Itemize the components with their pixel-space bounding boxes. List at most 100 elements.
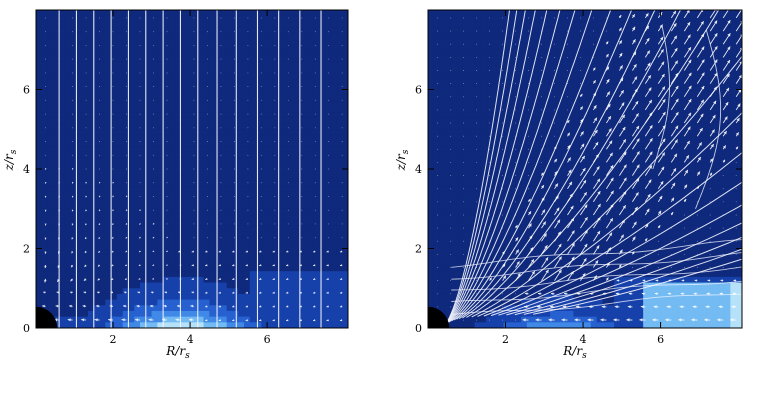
density-cell	[261, 203, 268, 210]
density-cell	[313, 38, 320, 45]
density-cell	[330, 72, 338, 79]
density-cell	[122, 288, 130, 295]
density-cell	[468, 146, 476, 153]
density-cell	[290, 203, 297, 210]
density-cell	[261, 220, 268, 227]
density-cell	[53, 38, 60, 45]
velocity-arrow	[72, 127, 74, 129]
density-cell	[290, 10, 297, 17]
density-cell	[480, 231, 487, 238]
density-cell	[116, 27, 124, 34]
density-cell	[128, 66, 135, 74]
density-cell	[532, 169, 540, 176]
density-cell	[290, 117, 297, 125]
density-cell	[122, 191, 130, 198]
density-cell	[186, 55, 193, 62]
density-cell	[550, 310, 557, 318]
density-cell	[163, 220, 170, 227]
density-cell	[226, 55, 234, 62]
density-cell	[462, 134, 470, 142]
density-cell	[550, 191, 557, 198]
velocity-arrow	[328, 17, 330, 19]
velocity-arrow	[328, 86, 330, 88]
density-cell	[244, 129, 251, 136]
density-cell	[555, 259, 563, 267]
density-cell	[457, 231, 464, 238]
density-cell	[290, 305, 297, 312]
density-cell	[111, 44, 118, 51]
density-cell	[445, 169, 452, 176]
density-cell	[526, 66, 534, 74]
velocity-arrow	[153, 168, 154, 170]
density-cell	[439, 95, 447, 102]
density-cell	[122, 49, 130, 57]
velocity-arrow	[206, 237, 208, 239]
density-cell	[249, 259, 257, 267]
density-cell	[41, 44, 49, 51]
density-cell	[232, 276, 239, 284]
velocity-arrow	[179, 182, 181, 184]
velocity-arrow	[341, 99, 343, 101]
density-cell	[168, 106, 176, 113]
velocity-arrow	[314, 196, 316, 197]
density-cell	[41, 78, 49, 85]
density-cell	[59, 146, 66, 153]
velocity-arrow	[233, 99, 235, 101]
density-cell	[220, 237, 228, 244]
density-cell	[457, 112, 464, 119]
density-cell	[111, 38, 118, 45]
density-cell	[192, 10, 199, 17]
density-cell	[244, 254, 251, 261]
density-cell	[468, 21, 476, 28]
density-cell	[290, 151, 297, 159]
density-cell	[486, 27, 493, 34]
velocity-arrow	[299, 250, 302, 253]
density-cell	[261, 95, 268, 102]
density-cell	[47, 225, 54, 233]
density-cell	[521, 305, 528, 312]
density-cell	[336, 254, 343, 261]
density-cell	[503, 151, 510, 159]
density-cell	[290, 15, 297, 22]
density-cell	[307, 44, 314, 51]
density-cell	[192, 259, 199, 267]
density-cell	[186, 10, 193, 17]
density-cell	[503, 214, 510, 221]
density-cell	[468, 112, 476, 119]
density-cell	[203, 282, 210, 289]
density-cell	[151, 112, 158, 119]
density-cell	[313, 180, 320, 187]
density-cell	[203, 112, 210, 119]
density-cell	[342, 271, 348, 278]
density-cell	[128, 288, 135, 295]
density-cell	[134, 83, 141, 91]
velocity-arrow	[260, 209, 262, 211]
density-cell	[157, 55, 164, 62]
density-cell	[93, 305, 101, 312]
density-cell	[180, 38, 187, 45]
density-cell	[433, 299, 441, 306]
velocity-arrow	[247, 72, 249, 74]
velocity-arrow	[112, 195, 115, 198]
density-cell	[186, 61, 193, 68]
density-cell	[428, 157, 435, 164]
density-cell	[111, 83, 118, 91]
density-cell	[99, 180, 106, 187]
density-cell	[342, 254, 348, 261]
density-cell	[157, 157, 164, 164]
density-cell	[428, 55, 435, 62]
density-cell	[324, 310, 332, 318]
density-cell	[59, 83, 66, 91]
density-cell	[451, 248, 458, 255]
density-cell	[145, 66, 153, 74]
density-cell	[116, 112, 124, 119]
density-cell	[105, 112, 112, 119]
density-cell	[555, 146, 563, 153]
velocity-arrow	[165, 264, 168, 266]
density-cell	[532, 15, 540, 22]
density-cell	[538, 254, 545, 261]
density-cell	[116, 293, 124, 301]
density-cell	[134, 89, 141, 96]
density-cell	[503, 129, 510, 136]
density-cell	[267, 265, 274, 272]
